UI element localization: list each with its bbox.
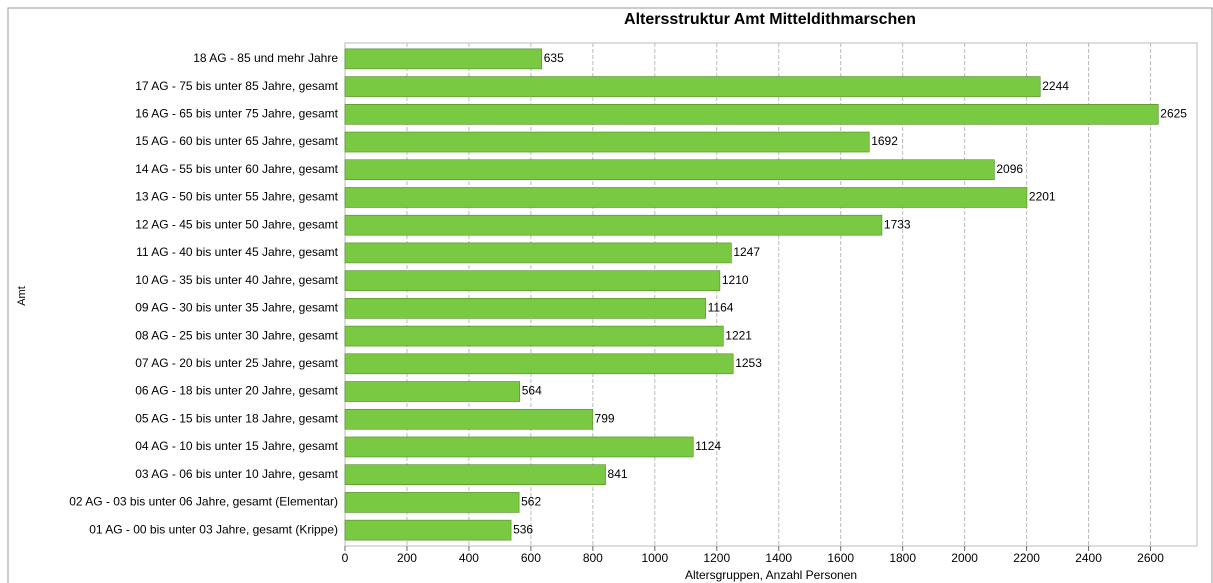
data-label: 1247	[733, 245, 760, 259]
chart-title: Altersstruktur Amt Mitteldithmarschen	[624, 11, 916, 28]
x-tick-label: 400	[459, 551, 479, 565]
bar	[344, 325, 724, 347]
bar	[344, 76, 1041, 97]
bar	[344, 214, 883, 236]
y-tick-label: 14 AG - 55 bis unter 60 Jahre, gesamt	[135, 162, 338, 176]
data-label: 2201	[1029, 190, 1056, 204]
y-tick-label: 06 AG - 18 bis unter 20 Jahre, gesamt	[135, 384, 338, 398]
y-tick-label: 03 AG - 06 bis unter 10 Jahre, gesamt	[135, 467, 338, 481]
data-label: 799	[595, 411, 615, 425]
x-tick-label: 1800	[889, 551, 916, 565]
y-tick-label: 05 AG - 15 bis unter 18 Jahre, gesamt	[135, 411, 338, 425]
data-label: 635	[544, 51, 564, 65]
data-label: 536	[513, 522, 533, 536]
y-axis-label: Amt	[16, 286, 28, 306]
data-label: 2244	[1042, 79, 1069, 93]
x-tick-label: 2400	[1075, 551, 1102, 565]
bar	[344, 436, 694, 458]
x-tick-label: 1200	[703, 551, 730, 565]
bar	[344, 131, 870, 153]
x-tick-label: 1600	[827, 551, 854, 565]
x-tick-label: 800	[583, 551, 603, 565]
bar	[344, 519, 512, 541]
x-tick-label: 2200	[1013, 551, 1040, 565]
y-tick-label: 18 AG - 85 und mehr Jahre	[193, 51, 338, 65]
y-tick-label: 01 AG - 00 bis unter 03 Jahre, gesamt (K…	[89, 522, 338, 536]
y-tick-label: 02 AG - 03 bis unter 06 Jahre, gesamt (E…	[69, 495, 338, 509]
y-tick-label: 12 AG - 45 bis unter 50 Jahre, gesamt	[135, 217, 338, 231]
x-tick-label: 600	[521, 551, 541, 565]
bar	[344, 159, 995, 181]
x-tick-label: 0	[342, 551, 349, 565]
x-tick-label: 200	[397, 551, 417, 565]
bar	[344, 242, 732, 264]
bar	[344, 381, 521, 402]
data-label: 1164	[708, 301, 734, 315]
y-tick-label: 09 AG - 30 bis unter 35 Jahre, gesamt	[135, 301, 338, 315]
bar	[344, 353, 734, 375]
data-label: 1221	[725, 328, 752, 342]
data-label: 1210	[722, 273, 749, 287]
y-tick-label: 11 AG - 40 bis unter 45 Jahre, gesamt	[136, 245, 339, 259]
data-label: 2625	[1160, 106, 1187, 120]
bar	[344, 464, 606, 485]
y-tick-label: 16 AG - 65 bis unter 75 Jahre, gesamt	[135, 106, 338, 120]
plot-area	[344, 42, 1198, 547]
y-tick-label: 07 AG - 20 bis unter 25 Jahre, gesamt	[135, 356, 338, 370]
y-tick-label: 17 AG - 75 bis unter 85 Jahre, gesamt	[135, 79, 338, 93]
y-tick-label: 15 AG - 60 bis unter 65 Jahre, gesamt	[135, 134, 338, 148]
data-label: 2096	[996, 162, 1023, 176]
data-label: 1253	[735, 356, 762, 370]
x-tick-label: 1000	[641, 551, 668, 565]
frame	[7, 7, 1213, 583]
bar	[344, 187, 1028, 208]
y-tick-label: 04 AG - 10 bis unter 15 Jahre, gesamt	[135, 439, 338, 453]
x-tick-label: 2600	[1137, 551, 1164, 565]
y-tick-label: 10 AG - 35 bis unter 40 Jahre, gesamt	[135, 273, 338, 287]
data-label: 1733	[884, 217, 911, 231]
y-tick-label: 13 AG - 50 bis unter 55 Jahre, gesamt	[135, 190, 338, 204]
bar	[344, 270, 721, 291]
x-tick-label: 2000	[951, 551, 978, 565]
data-label: 841	[608, 467, 628, 481]
bar	[344, 492, 520, 513]
data-label: 1692	[871, 134, 898, 148]
bar	[344, 408, 593, 430]
data-label: 1124	[695, 439, 721, 453]
bar	[344, 104, 1159, 125]
data-label: 564	[522, 384, 542, 398]
bar	[344, 48, 543, 70]
x-axis-label: Altersgruppen, Anzahl Personen	[685, 568, 857, 582]
bar	[344, 298, 706, 319]
y-tick-label: 08 AG - 25 bis unter 30 Jahre, gesamt	[135, 328, 338, 342]
data-label: 562	[521, 495, 541, 509]
x-tick-label: 1400	[765, 551, 792, 565]
